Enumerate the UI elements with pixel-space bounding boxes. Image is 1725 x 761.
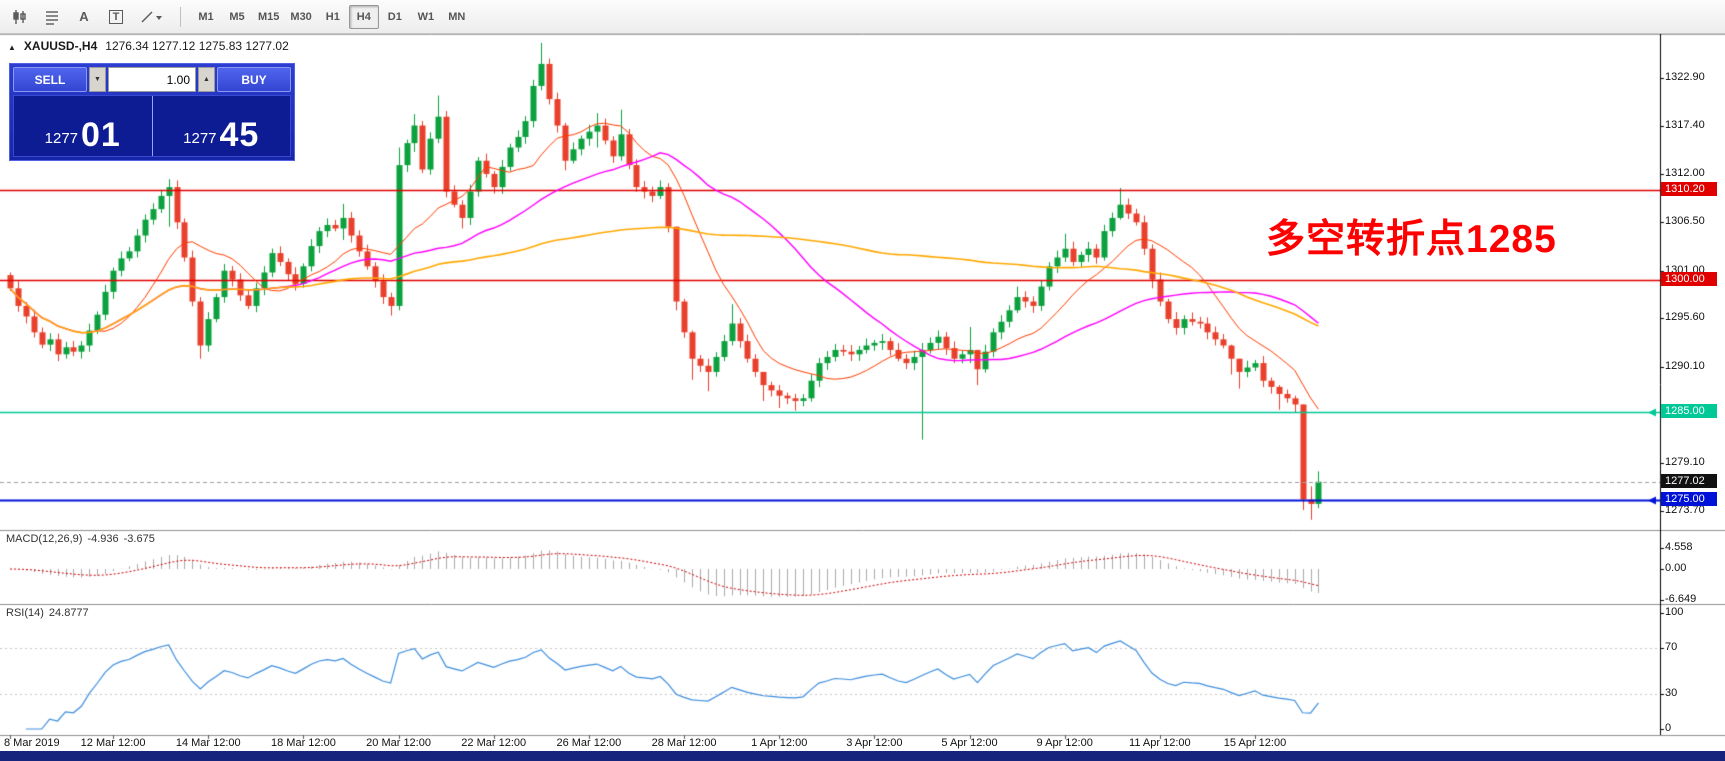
chart-window: ▲ XAUUSD-,H4 1276.34 1277.12 1275.83 127… (0, 34, 1725, 761)
volume-increase-button[interactable]: ▲ (198, 67, 215, 92)
macd-name: MACD(12,26,9) (6, 533, 83, 545)
rsi-indicator-label: RSI(14) 24.8777 (6, 607, 94, 619)
quote-display-row: 1277 01 1277 45 (13, 95, 291, 157)
candlestick-chart-icon[interactable] (6, 4, 34, 30)
ohlc-values: 1276.34 1277.12 1275.83 1277.02 (105, 39, 289, 53)
buy-button[interactable]: BUY (217, 67, 291, 92)
one-click-trading-panel: SELL ▼ ▲ BUY 1277 01 1277 45 (9, 63, 295, 161)
one-click-controls-row: SELL ▼ ▲ BUY (13, 67, 291, 92)
rsi-name: RSI(14) (6, 607, 44, 619)
macd-indicator-label: MACD(12,26,9) -4.936 -3.675 (6, 533, 160, 545)
macd-value: -4.936 (87, 533, 119, 545)
timeframe-button-m15[interactable]: M15 (253, 5, 284, 29)
timeframe-button-m30[interactable]: M30 (285, 5, 316, 29)
volume-decrease-button[interactable]: ▼ (89, 67, 106, 92)
grid-icon[interactable] (38, 4, 66, 30)
timeframe-button-w1[interactable]: W1 (411, 5, 441, 29)
buy-price-figure: 1277 (183, 130, 217, 147)
draw-tools-icon[interactable] (134, 4, 170, 30)
buy-price-pips: 45 (219, 115, 260, 154)
timeframe-button-h4[interactable]: H4 (348, 4, 379, 29)
bottom-panel (0, 751, 1725, 761)
volume-input[interactable] (108, 67, 196, 92)
text-tool-glyph: A (79, 9, 89, 24)
timeframe-button-h1[interactable]: H1 (318, 5, 348, 29)
collapse-arrow-icon: ▲ (8, 43, 16, 52)
buy-price-display: 1277 45 (153, 96, 291, 156)
main-toolbar: A T M1 M5 M15 M30 H1 H4 D1 W1 MN (0, 0, 1725, 34)
sell-price-figure: 1277 (44, 130, 79, 147)
timeframe-button-mn[interactable]: MN (442, 5, 472, 29)
text-tool-icon[interactable]: A (70, 4, 98, 30)
chart-tools-group: A T (6, 4, 170, 30)
quote-divider (151, 96, 153, 156)
chart-title: ▲ XAUUSD-,H4 1276.34 1277.12 1275.83 127… (8, 39, 289, 53)
macd-signal-value: -3.675 (123, 533, 155, 545)
sell-price-display: 1277 01 (14, 96, 152, 156)
text-frame-icon[interactable]: T (102, 4, 130, 30)
frame-tool-glyph: T (108, 9, 124, 24)
sell-price-pips: 01 (81, 115, 121, 154)
timeframe-toolbar: M1 M5 M15 M30 H1 H4 D1 W1 MN (191, 4, 472, 29)
rsi-value: 24.8777 (48, 607, 89, 619)
timeframe-button-m5[interactable]: M5 (222, 5, 252, 29)
timeframe-button-m1[interactable]: M1 (191, 5, 221, 29)
chart-annotation-text: 多空转折点1285 (1266, 218, 1557, 261)
sell-button[interactable]: SELL (13, 67, 87, 92)
timeframe-button-d1[interactable]: D1 (380, 5, 410, 29)
symbol-label: XAUUSD-,H4 (23, 39, 98, 53)
toolbar-separator (180, 6, 181, 27)
